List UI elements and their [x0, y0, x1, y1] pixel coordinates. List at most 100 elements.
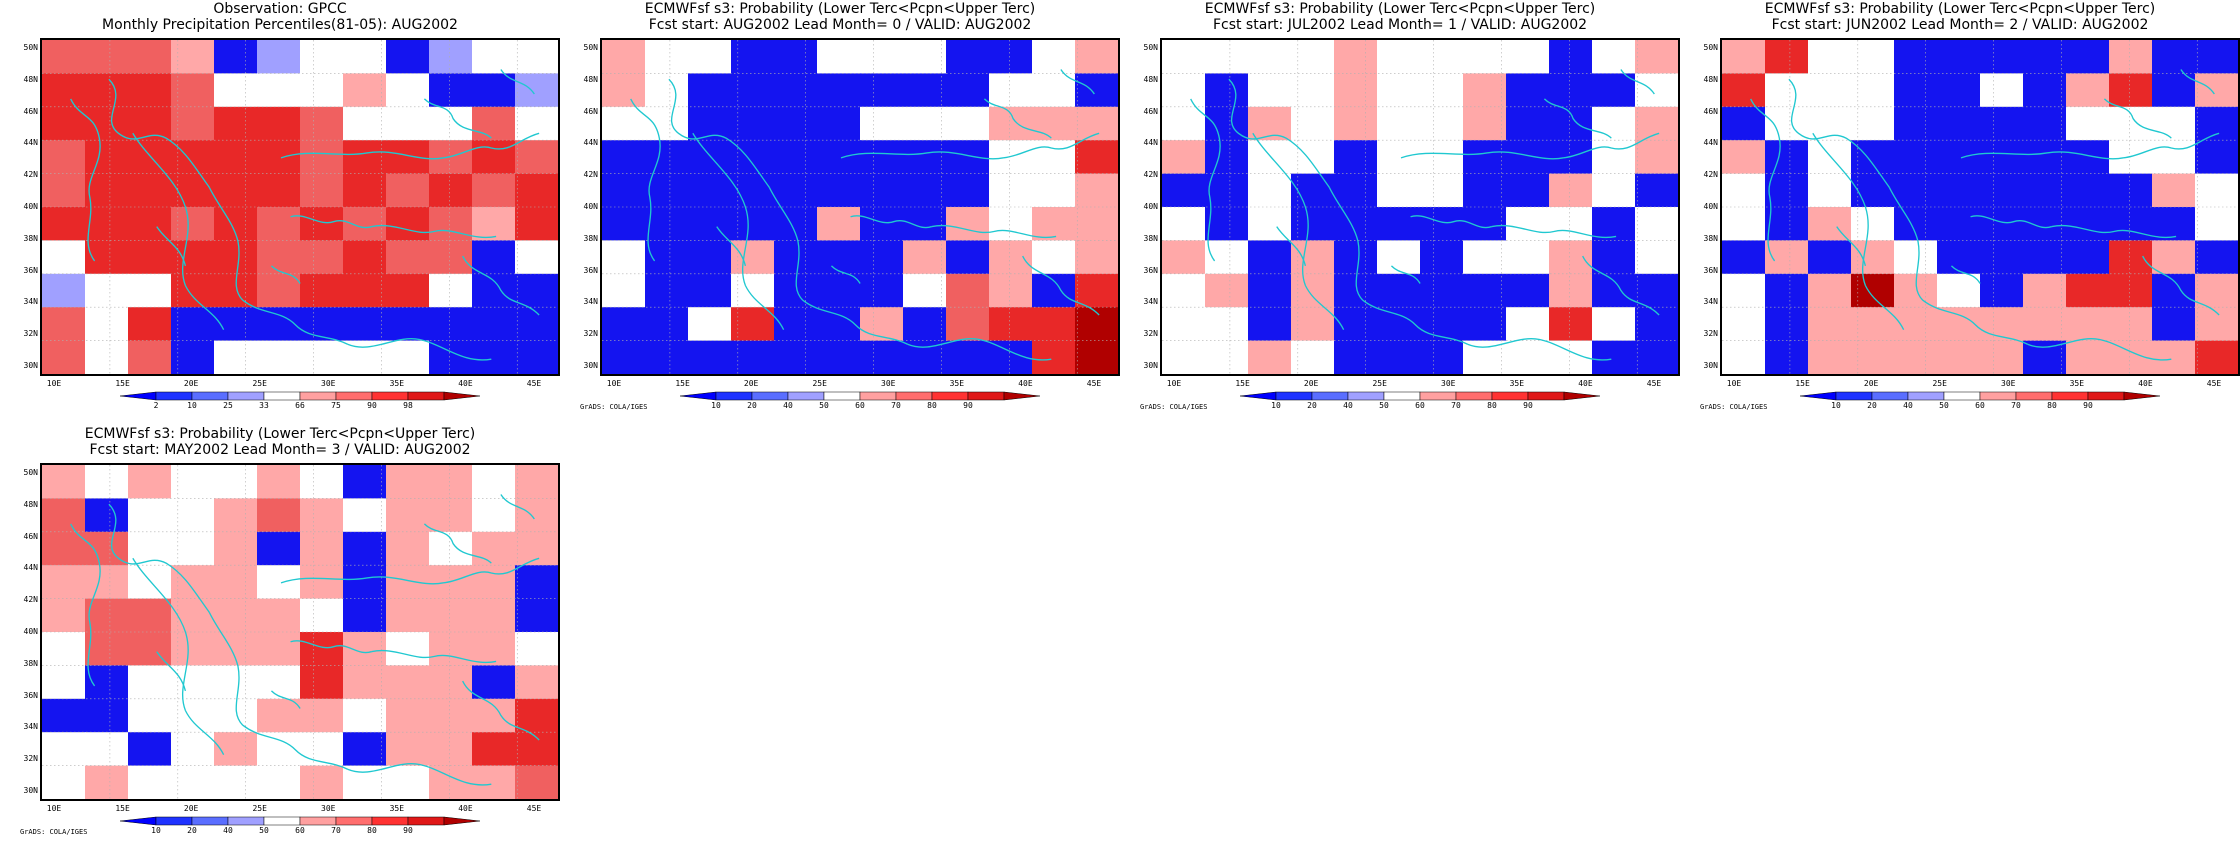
colorbar-label: 66 [295, 401, 305, 410]
grid-cell [2066, 340, 2110, 374]
colorbar [1799, 391, 2161, 402]
grid-cell [1463, 173, 1507, 208]
grid-cell [1851, 106, 1895, 141]
colorbar-swatch [407, 391, 445, 401]
grid-cell [257, 698, 301, 733]
grid-cell [214, 240, 258, 275]
latitude-label: 40N [583, 202, 598, 211]
latitude-label: 36N [1703, 265, 1718, 275]
longitude-label: 35E [389, 379, 405, 388]
grid-cell [2195, 340, 2238, 374]
grid-cell [1032, 173, 1076, 208]
grid-cell [1851, 240, 1895, 275]
grid-cell [602, 106, 646, 141]
grid-cell [731, 307, 775, 342]
coastline-segment [1864, 285, 1905, 330]
coastline-segment [208, 186, 244, 301]
grid-cell [214, 665, 258, 700]
grid-cell [300, 340, 344, 374]
coastline-segment [2103, 98, 2172, 139]
longitude-label: 45E [1646, 379, 1662, 388]
colorbar-swatch [299, 816, 337, 826]
grid-cell [1162, 307, 1206, 342]
grid-cell [2152, 173, 2196, 208]
grid-cell [1765, 273, 1809, 308]
grid-cell [386, 240, 430, 275]
grid-cell [1808, 140, 1852, 175]
grid-cell [731, 140, 775, 175]
grid-cell [989, 73, 1033, 108]
grid-cell [1549, 40, 1593, 74]
grid-cell [1291, 40, 1335, 74]
longitude-label: 30E [2001, 379, 2016, 388]
grid-cell [1420, 40, 1464, 74]
grid-cell [429, 665, 473, 700]
colorbar-label: 10 [151, 826, 161, 835]
grid-cell [257, 273, 301, 308]
longitude-label: 25E [1372, 379, 1387, 388]
grid-cell [860, 173, 904, 208]
grid-cell [386, 340, 430, 374]
grid-cell [214, 40, 258, 74]
grid-cell [214, 598, 258, 633]
grid-cell [1162, 173, 1206, 208]
colorbar-label: 70 [891, 401, 901, 410]
latitude-label: 44N [23, 138, 38, 148]
grid-cell [472, 465, 516, 499]
grid-cell [85, 732, 129, 767]
grid-cell [1980, 240, 2024, 275]
coastline-segment [462, 255, 540, 316]
colorbar-label: 40 [1903, 401, 1913, 410]
grid-cell [128, 106, 172, 141]
colorbar-label: 25 [223, 401, 233, 410]
grid-cell [515, 240, 558, 275]
longitude-label: 10E [46, 804, 62, 813]
grid-cell [1635, 40, 1678, 74]
grid-cell [429, 273, 473, 308]
colorbar-swatch [1491, 391, 1529, 401]
grid-cell [171, 240, 215, 275]
grid-cell [817, 173, 861, 208]
grid-cell [1032, 140, 1076, 175]
grid-cell [989, 173, 1033, 208]
grid-cell [300, 40, 344, 74]
latitude-label: 36N [23, 265, 38, 275]
longitude-label: 10E [46, 379, 62, 388]
grid-cell [1334, 173, 1378, 208]
grid-cell [429, 40, 473, 74]
latitude-label: 40N [23, 202, 38, 211]
grid-cell [1592, 340, 1636, 374]
grid-cell [515, 598, 558, 633]
grid-cell [1808, 106, 1852, 141]
latitude-label: 34N [23, 722, 38, 732]
latitude-label: 32N [23, 329, 38, 339]
coastline-segment [1003, 132, 1100, 159]
coastline-segment [500, 69, 535, 95]
colorbar-swatch [191, 816, 229, 826]
panel-title-line2: Fcst start: AUG2002 Lead Month= 0 / VALI… [648, 17, 1032, 33]
grid-cell [1549, 173, 1593, 208]
grid-cell [946, 173, 990, 208]
grid-cell [42, 73, 86, 108]
grid-cell [1937, 207, 1981, 241]
grid-cell [128, 40, 172, 74]
grid-cell [1722, 40, 1766, 74]
grid-cell [1722, 140, 1766, 175]
coastline-segment [2180, 69, 2215, 95]
latitude-label: 50N [583, 43, 598, 52]
panel-title-line1: ECMWFsf s3: Probability (Lower Terc<Pcpn… [1204, 1, 1596, 17]
colorbar-swatch [2051, 391, 2089, 401]
grid-cell [731, 106, 775, 141]
colorbar-swatch [1979, 391, 2017, 401]
grid-cell [731, 273, 775, 308]
colorbar-label: 40 [1343, 401, 1353, 410]
grid-cell [42, 732, 86, 767]
grid-cell [472, 207, 516, 241]
grid-cell [946, 40, 990, 74]
grid-cell [343, 698, 387, 733]
grid-cell [515, 73, 558, 108]
colorbar-label: 90 [1523, 401, 1533, 410]
grid-cell [1980, 40, 2024, 74]
grid-cell [171, 565, 215, 600]
grid-cell [1248, 140, 1292, 175]
